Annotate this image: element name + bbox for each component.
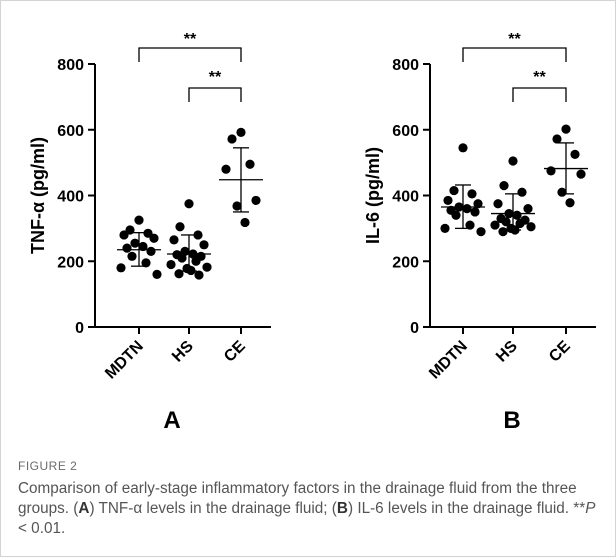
caption-part-4: < 0.01. [18, 520, 66, 537]
data-point [236, 127, 246, 137]
data-point [565, 198, 575, 208]
data-point [449, 185, 459, 196]
significance-bracket [512, 87, 567, 102]
caption-panel-a: A [78, 500, 90, 517]
data-point [552, 134, 562, 144]
y-tick-label: 600 [57, 123, 84, 140]
data-point [193, 230, 203, 240]
caption-part-2: ) TNF-α levels in the drainage fluid; ( [89, 500, 337, 517]
figure-label: FIGURE 2 [18, 459, 78, 473]
data-point [227, 134, 237, 144]
figure-caption: FIGURE 2 Comparison of early-stage infla… [18, 459, 608, 539]
data-point [177, 253, 187, 263]
y-tick-label: 800 [57, 57, 84, 74]
y-tick-label: 800 [392, 57, 419, 74]
data-point [515, 218, 525, 229]
y-tick-label: 0 [410, 320, 419, 337]
data-point [462, 204, 472, 214]
significance-label: ** [209, 69, 222, 86]
data-point [465, 220, 475, 230]
data-point [141, 258, 151, 268]
data-point [232, 201, 242, 211]
data-point [251, 195, 261, 206]
data-point [467, 189, 477, 199]
data-point [458, 143, 468, 153]
data-point [184, 199, 194, 209]
caption-text: Comparison of early-stage inflammatory f… [18, 479, 608, 539]
data-point [501, 217, 511, 227]
caption-part-1: Comparison of early-stage inflammatory f… [18, 480, 577, 517]
chart-panel-b: 0 200 400 600 800 IL-6 (pg/ml) MDTN HS CE ** ** B [363, 31, 596, 434]
data-point [512, 210, 522, 220]
data-point [473, 199, 483, 209]
y-tick-label: 200 [392, 254, 419, 271]
data-point [122, 243, 132, 253]
y-tick-label: 400 [392, 189, 419, 206]
significance-bracket [462, 47, 567, 62]
data-point [149, 233, 159, 243]
data-point [221, 164, 231, 174]
x-tick-label: MDTN [102, 338, 147, 383]
x-tick-label: HS [169, 338, 197, 366]
data-point [166, 259, 176, 270]
data-point [451, 210, 461, 220]
y-tick-label: 0 [75, 320, 84, 337]
y-tick-label: 400 [57, 189, 84, 206]
data-point [191, 256, 201, 266]
y-tick-label: 600 [392, 123, 419, 140]
data-point [570, 149, 580, 160]
data-point [245, 159, 255, 169]
x-tick-label: HS [493, 338, 521, 366]
y-tick-label: 200 [57, 254, 84, 271]
data-point [576, 169, 586, 179]
data-point [440, 223, 450, 233]
panel-label: B [503, 407, 520, 434]
data-point [470, 207, 480, 217]
x-tick-label: CE [221, 338, 249, 366]
data-point [499, 181, 509, 191]
data-point [517, 187, 527, 197]
data-point [169, 235, 179, 245]
data-point [138, 241, 148, 252]
data-point [526, 222, 536, 232]
data-point [175, 222, 185, 232]
caption-part-3: ) IL-6 levels in the drainage fluid. ** [347, 500, 586, 517]
x-tick-label: MDTN [426, 338, 471, 383]
y-axis-label: IL-6 (pg/ml) [363, 147, 383, 244]
caption-p-symbol: P [585, 500, 596, 517]
significance-label: ** [184, 31, 197, 48]
data-point [119, 230, 129, 240]
data-point [116, 263, 126, 273]
caption-panel-b: B [336, 500, 348, 517]
data-point [240, 217, 250, 228]
chart-panel-a: 0 200 400 600 800 TNF-α (pg/ml) MDTN HS CE ** ** A [28, 31, 271, 434]
data-point [498, 227, 508, 237]
y-axis-label: TNF-α (pg/ml) [28, 137, 48, 254]
data-point [443, 195, 453, 206]
data-point [546, 166, 556, 176]
data-point [490, 220, 500, 230]
data-point [202, 262, 212, 272]
data-point [557, 187, 567, 197]
data-point [152, 269, 162, 279]
significance-label: ** [533, 69, 546, 86]
data-point [134, 215, 144, 225]
data-point [493, 199, 503, 209]
panel-label: A [163, 407, 180, 434]
data-point [508, 156, 518, 166]
data-point [194, 270, 204, 280]
x-tick-label: CE [546, 338, 574, 366]
data-point [523, 204, 533, 214]
data-point [186, 265, 196, 276]
significance-label: ** [508, 31, 521, 48]
data-point [146, 246, 156, 256]
significance-bracket [188, 87, 242, 102]
data-point [561, 124, 571, 134]
data-point [199, 240, 209, 250]
data-point [127, 251, 137, 261]
data-point [476, 227, 486, 237]
data-point [130, 238, 140, 248]
significance-bracket [138, 47, 242, 62]
